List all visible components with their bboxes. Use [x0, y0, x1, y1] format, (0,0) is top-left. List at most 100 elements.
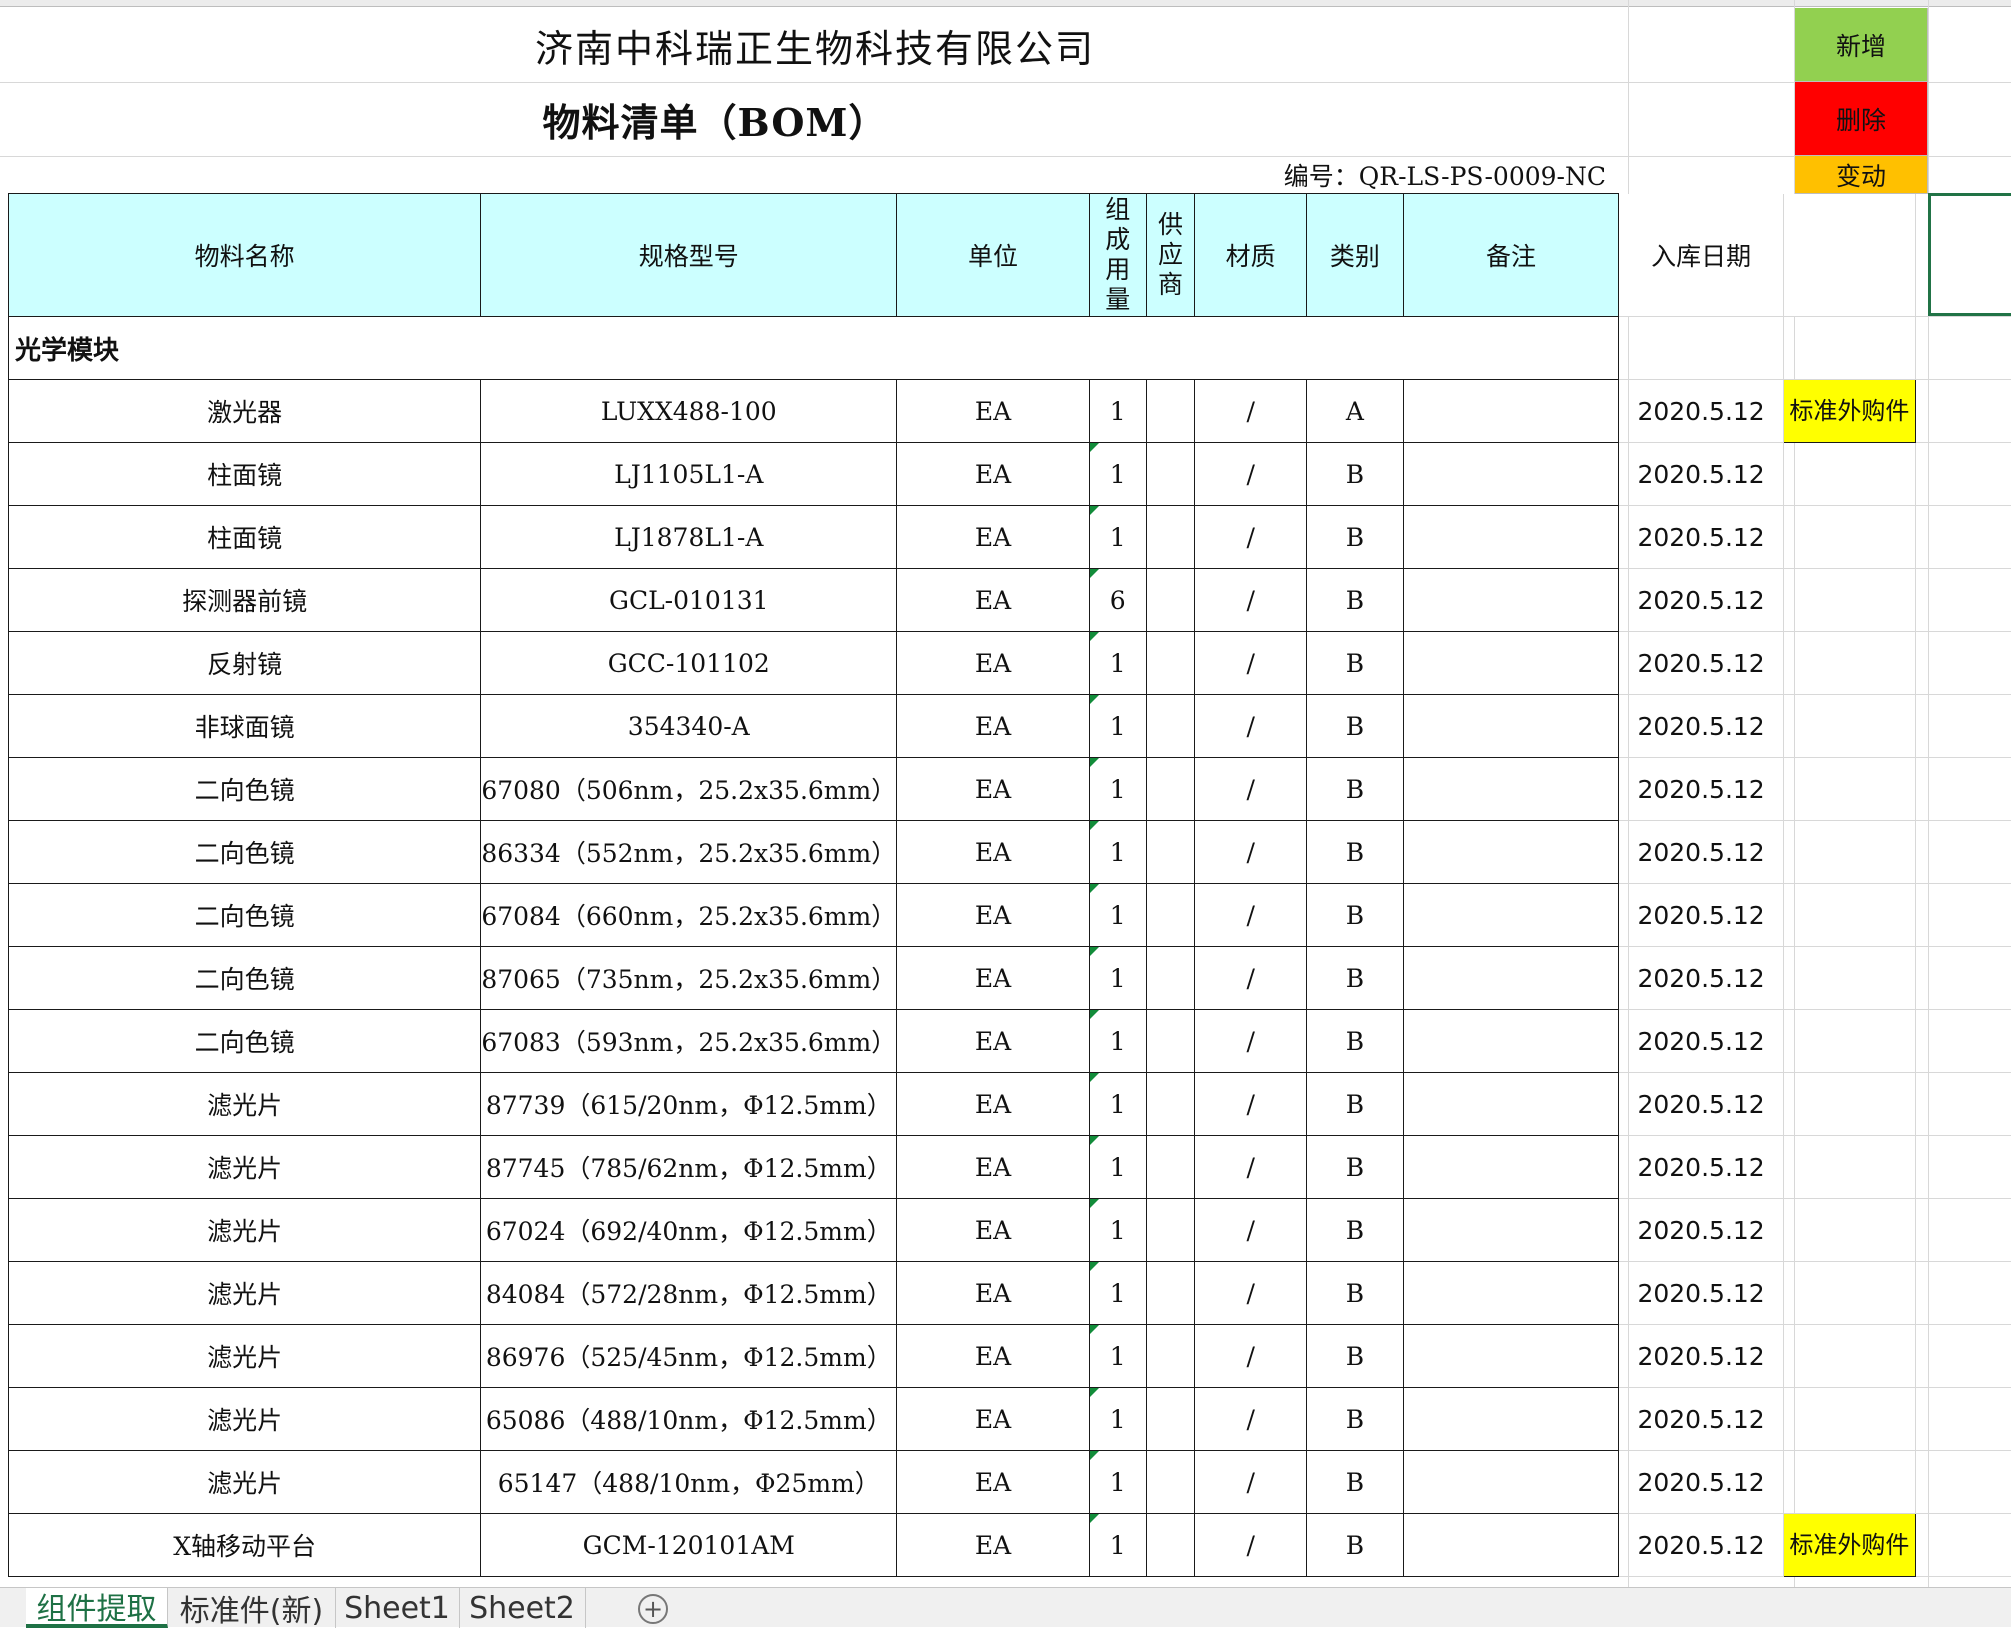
cell-material[interactable]: / — [1195, 506, 1307, 569]
cell-name[interactable]: 柱面镜 — [9, 506, 481, 569]
cell-qty[interactable]: 1 — [1089, 1199, 1146, 1262]
cell-supplier[interactable] — [1146, 632, 1195, 695]
cell-remark[interactable] — [1403, 1514, 1618, 1577]
empty-cell[interactable] — [1915, 380, 2011, 443]
cell-supplier[interactable] — [1146, 380, 1195, 443]
cell-unit[interactable]: EA — [897, 1451, 1090, 1514]
cell-supplier[interactable] — [1146, 884, 1195, 947]
cell-date[interactable]: 2020.5.12 — [1619, 1514, 1784, 1577]
cell-category[interactable]: B — [1306, 884, 1403, 947]
cell-note[interactable] — [1784, 884, 1916, 947]
empty-cell[interactable] — [1619, 317, 1784, 380]
cell-unit[interactable]: EA — [897, 1514, 1090, 1577]
cell-qty[interactable]: 1 — [1089, 443, 1146, 506]
cell-spec[interactable]: 67084（660nm，25.2x35.6mm） — [481, 884, 897, 947]
sheet-tab-2[interactable]: Sheet1 — [335, 1588, 460, 1628]
cell-category[interactable]: B — [1306, 1073, 1403, 1136]
empty-cell[interactable] — [1915, 443, 2011, 506]
cell-qty[interactable]: 6 — [1089, 569, 1146, 632]
cell-remark[interactable] — [1403, 1010, 1618, 1073]
cell-spec[interactable]: 65147（488/10nm，Φ25mm） — [481, 1451, 897, 1514]
cell-category[interactable]: B — [1306, 1199, 1403, 1262]
cell-remark[interactable] — [1403, 443, 1618, 506]
cell-qty[interactable]: 1 — [1089, 758, 1146, 821]
cell-name[interactable]: X轴移动平台 — [9, 1514, 481, 1577]
cell-spec[interactable]: 87065（735nm，25.2x35.6mm） — [481, 947, 897, 1010]
empty-cell[interactable] — [1915, 758, 2011, 821]
cell-date[interactable]: 2020.5.12 — [1619, 1325, 1784, 1388]
cell-material[interactable]: / — [1195, 947, 1307, 1010]
empty-cell[interactable] — [1915, 821, 2011, 884]
cell-material[interactable]: / — [1195, 443, 1307, 506]
cell-spec[interactable]: 86334（552nm，25.2x35.6mm） — [481, 821, 897, 884]
col-header-unit[interactable]: 单位 — [897, 194, 1090, 317]
cell-category[interactable]: B — [1306, 443, 1403, 506]
cell-name[interactable]: 滤光片 — [9, 1325, 481, 1388]
sheet-tab-0[interactable]: 组件提取 — [26, 1588, 168, 1628]
cell-name[interactable]: 激光器 — [9, 380, 481, 443]
cell-unit[interactable]: EA — [897, 1010, 1090, 1073]
cell-material[interactable]: / — [1195, 1325, 1307, 1388]
group-label[interactable]: 光学模块 — [9, 317, 1619, 380]
cell-date[interactable]: 2020.5.12 — [1619, 1010, 1784, 1073]
col-header-category[interactable]: 类别 — [1306, 194, 1403, 317]
cell-spec[interactable]: 67083（593nm，25.2x35.6mm） — [481, 1010, 897, 1073]
empty-cell[interactable] — [1784, 194, 1916, 317]
cell-unit[interactable]: EA — [897, 1388, 1090, 1451]
cell-supplier[interactable] — [1146, 947, 1195, 1010]
cell-remark[interactable] — [1403, 758, 1618, 821]
cell-name[interactable]: 滤光片 — [9, 1136, 481, 1199]
cell-note[interactable] — [1784, 443, 1916, 506]
cell-name[interactable]: 二向色镜 — [9, 1010, 481, 1073]
empty-cell[interactable] — [1915, 947, 2011, 1010]
cell-date[interactable]: 2020.5.12 — [1619, 443, 1784, 506]
cell-name[interactable]: 探测器前镜 — [9, 569, 481, 632]
cell-remark[interactable] — [1403, 1388, 1618, 1451]
empty-cell[interactable] — [1915, 1451, 2011, 1514]
cell-material[interactable]: / — [1195, 1010, 1307, 1073]
cell-supplier[interactable] — [1146, 1451, 1195, 1514]
cell-supplier[interactable] — [1146, 1388, 1195, 1451]
cell-note[interactable] — [1784, 506, 1916, 569]
cell-material[interactable]: / — [1195, 821, 1307, 884]
cell-spec[interactable]: GCM-120101AM — [481, 1514, 897, 1577]
cell-supplier[interactable] — [1146, 821, 1195, 884]
cell-spec[interactable]: 67024（692/40nm，Φ12.5mm） — [481, 1199, 897, 1262]
cell-unit[interactable]: EA — [897, 695, 1090, 758]
empty-cell[interactable] — [1915, 317, 2011, 380]
empty-cell[interactable] — [1915, 569, 2011, 632]
cell-unit[interactable]: EA — [897, 443, 1090, 506]
cell-unit[interactable]: EA — [897, 380, 1090, 443]
cell-supplier[interactable] — [1146, 1073, 1195, 1136]
cell-spec[interactable]: GCC-101102 — [481, 632, 897, 695]
cell-name[interactable]: 反射镜 — [9, 632, 481, 695]
cell-note[interactable]: 标准外购件 — [1784, 380, 1916, 443]
cell-note[interactable] — [1784, 758, 1916, 821]
cell-unit[interactable]: EA — [897, 758, 1090, 821]
cell-category[interactable]: B — [1306, 1325, 1403, 1388]
cell-spec[interactable]: 87739（615/20nm，Φ12.5mm） — [481, 1073, 897, 1136]
cell-material[interactable]: / — [1195, 884, 1307, 947]
cell-spec[interactable]: 354340-A — [481, 695, 897, 758]
cell-remark[interactable] — [1403, 380, 1618, 443]
cell-qty[interactable]: 1 — [1089, 821, 1146, 884]
cell-category[interactable]: B — [1306, 632, 1403, 695]
cell-note[interactable] — [1784, 1451, 1916, 1514]
cell-note[interactable] — [1784, 695, 1916, 758]
cell-date[interactable]: 2020.5.12 — [1619, 1073, 1784, 1136]
cell-remark[interactable] — [1403, 947, 1618, 1010]
cell-spec[interactable]: LJ1878L1-A — [481, 506, 897, 569]
cell-category[interactable]: B — [1306, 1388, 1403, 1451]
cell-supplier[interactable] — [1146, 1136, 1195, 1199]
add-sheet-icon[interactable]: + — [638, 1594, 668, 1624]
cell-name[interactable]: 滤光片 — [9, 1199, 481, 1262]
empty-cell[interactable] — [1915, 1136, 2011, 1199]
cell-spec[interactable]: 84084（572/28nm，Φ12.5mm） — [481, 1262, 897, 1325]
cell-note[interactable] — [1784, 821, 1916, 884]
empty-cell[interactable] — [1915, 1325, 2011, 1388]
cell-spec[interactable]: 65086（488/10nm，Φ12.5mm） — [481, 1388, 897, 1451]
cell-unit[interactable]: EA — [897, 1199, 1090, 1262]
cell-unit[interactable]: EA — [897, 1073, 1090, 1136]
cell-remark[interactable] — [1403, 1262, 1618, 1325]
cell-qty[interactable]: 1 — [1089, 1073, 1146, 1136]
